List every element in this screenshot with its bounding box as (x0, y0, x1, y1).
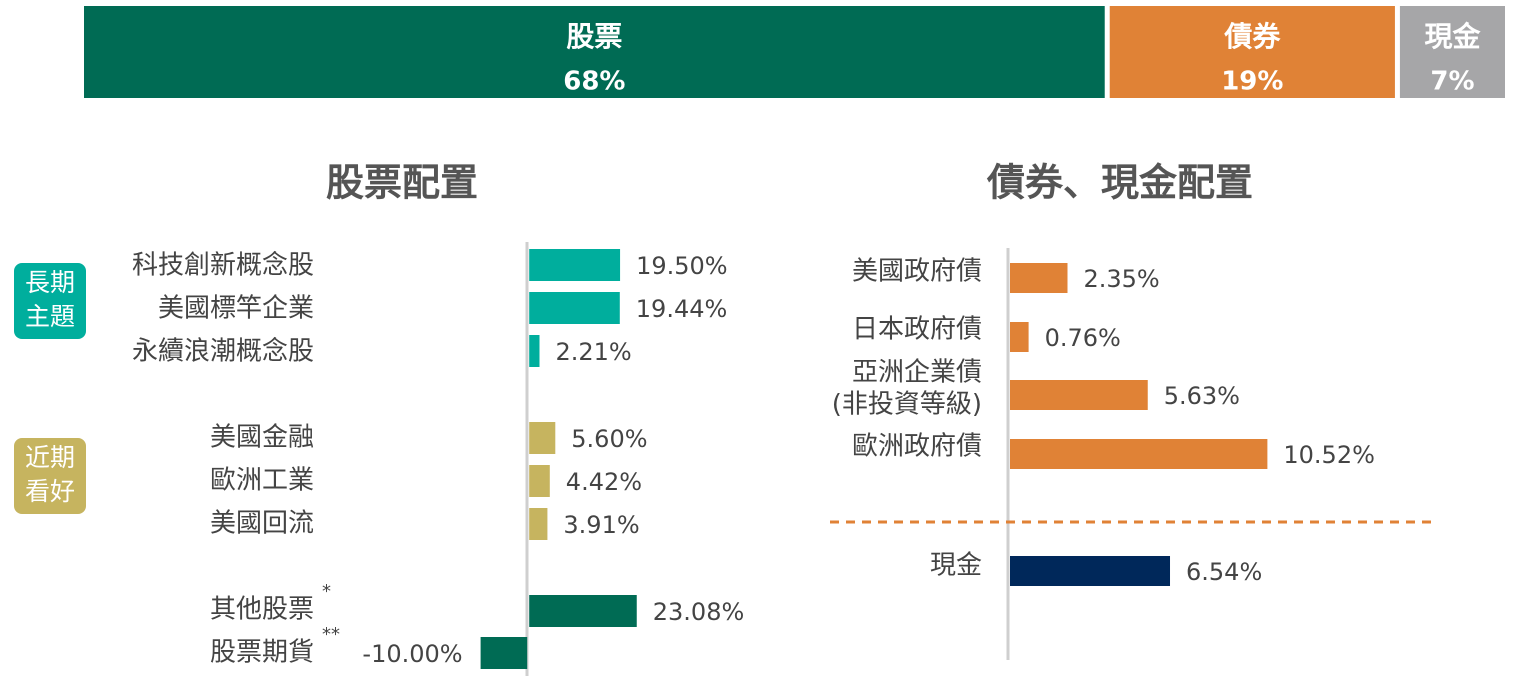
value-label: 23.08% (653, 598, 745, 626)
segment (1109, 6, 1395, 98)
segment-label: 債券 (1223, 20, 1281, 53)
value-label: 0.76% (1045, 324, 1121, 352)
group-label: 主題 (25, 302, 75, 331)
segment-label: 現金 (1424, 20, 1481, 53)
segment-value: 7% (1430, 67, 1474, 97)
category-label: 美國回流 (210, 509, 314, 539)
category-label: 歐洲政府債 (852, 432, 982, 462)
bar (529, 249, 621, 281)
chart-title: 股票配置 (326, 161, 478, 205)
category-label: 科技創新概念股 (132, 251, 314, 281)
segment-value: 68% (563, 67, 625, 97)
category-label: 亞洲企業債 (852, 358, 982, 388)
footnote-mark: ** (322, 624, 340, 645)
category-label: 日本政府債 (852, 315, 982, 345)
value-label: 4.42% (566, 468, 642, 496)
bar (529, 595, 637, 627)
bar (529, 422, 556, 454)
bar (529, 292, 620, 324)
category-label: 美國標竿企業 (158, 294, 314, 324)
category-label: 美國金融 (210, 423, 314, 453)
category-label: 其他股票 (210, 595, 314, 625)
bar (1010, 556, 1171, 586)
value-label: 2.35% (1083, 265, 1159, 293)
category-label: 美國政府債 (852, 257, 982, 287)
bar (480, 637, 528, 669)
value-label: 3.91% (563, 511, 639, 539)
group-label: 近期 (25, 443, 75, 472)
category-label: 現金 (930, 551, 982, 581)
bar (1010, 322, 1029, 352)
value-label: 5.63% (1164, 382, 1240, 410)
value-label: 10.52% (1283, 441, 1375, 469)
segment (84, 6, 1105, 98)
segment-label: 股票 (566, 20, 622, 53)
footnote-mark: * (322, 581, 331, 602)
group-label: 長期 (25, 268, 75, 297)
bar (529, 465, 550, 497)
value-label: 5.60% (571, 425, 647, 453)
value-label: 6.54% (1186, 558, 1262, 586)
bar (1010, 380, 1148, 410)
chart-title: 債券、現金配置 (986, 161, 1253, 205)
value-label: -10.00% (362, 640, 462, 668)
category-label: (非投資等級) (832, 390, 982, 420)
category-label: 永續浪潮概念股 (132, 337, 314, 367)
group-badge (14, 263, 86, 339)
bar (1010, 439, 1268, 469)
bar (529, 508, 548, 540)
bar (529, 335, 540, 367)
segment-value: 19% (1221, 67, 1283, 97)
group-label: 看好 (25, 477, 75, 506)
value-label: 19.44% (636, 295, 728, 323)
bar (1010, 263, 1068, 293)
segment (1399, 6, 1505, 98)
group-badge (14, 438, 86, 514)
value-label: 19.50% (636, 252, 728, 280)
category-label: 股票期貨 (210, 638, 314, 668)
category-label: 歐洲工業 (210, 466, 314, 496)
value-label: 2.21% (555, 338, 631, 366)
